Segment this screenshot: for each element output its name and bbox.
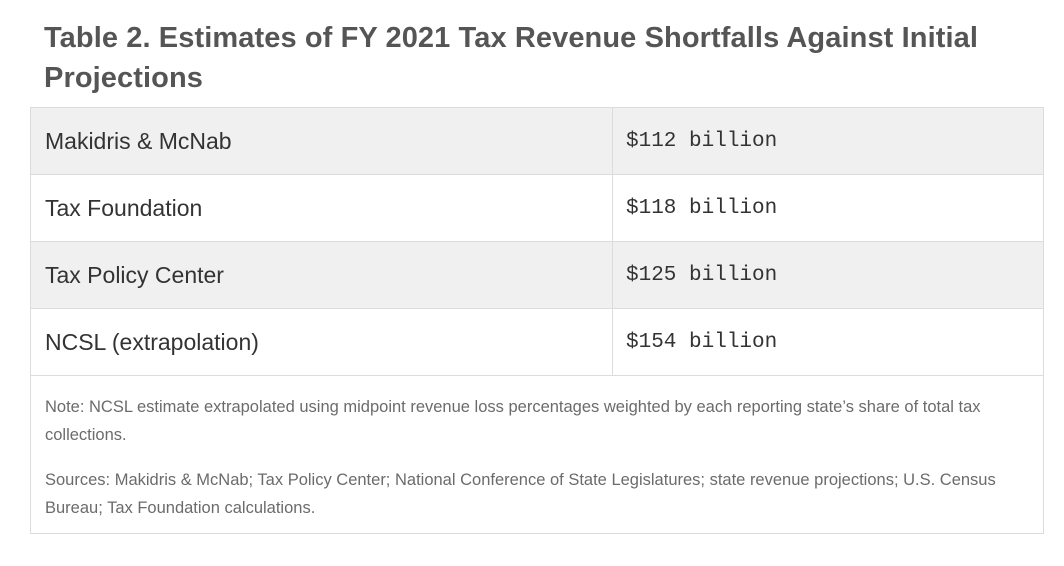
estimate-cell: $125 billion	[626, 263, 778, 287]
note-text: Note: NCSL estimate extrapolated using m…	[45, 398, 981, 444]
table-footnotes: Note: NCSL estimate extrapolated using m…	[31, 376, 1043, 522]
estimates-table: Makidris & McNab $112 billion Tax Founda…	[30, 107, 1044, 534]
source-cell: NCSL (extrapolation)	[31, 309, 613, 375]
source-cell: Tax Foundation	[31, 175, 613, 241]
table-row: Tax Foundation $118 billion	[31, 175, 1043, 242]
source-cell: Tax Policy Center	[31, 242, 613, 308]
table-title: Table 2. Estimates of FY 2021 Tax Revenu…	[44, 22, 979, 94]
sources-text: Sources: Makidris & McNab; Tax Policy Ce…	[45, 471, 996, 517]
table-row: NCSL (extrapolation) $154 billion	[31, 309, 1043, 376]
estimate-cell: $154 billion	[626, 330, 778, 354]
table-row: Tax Policy Center $125 billion	[31, 242, 1043, 309]
estimate-cell: $112 billion	[626, 129, 778, 153]
table-row: Makidris & McNab $112 billion	[31, 108, 1043, 175]
source-cell: Makidris & McNab	[31, 108, 613, 174]
estimate-cell: $118 billion	[626, 196, 778, 220]
